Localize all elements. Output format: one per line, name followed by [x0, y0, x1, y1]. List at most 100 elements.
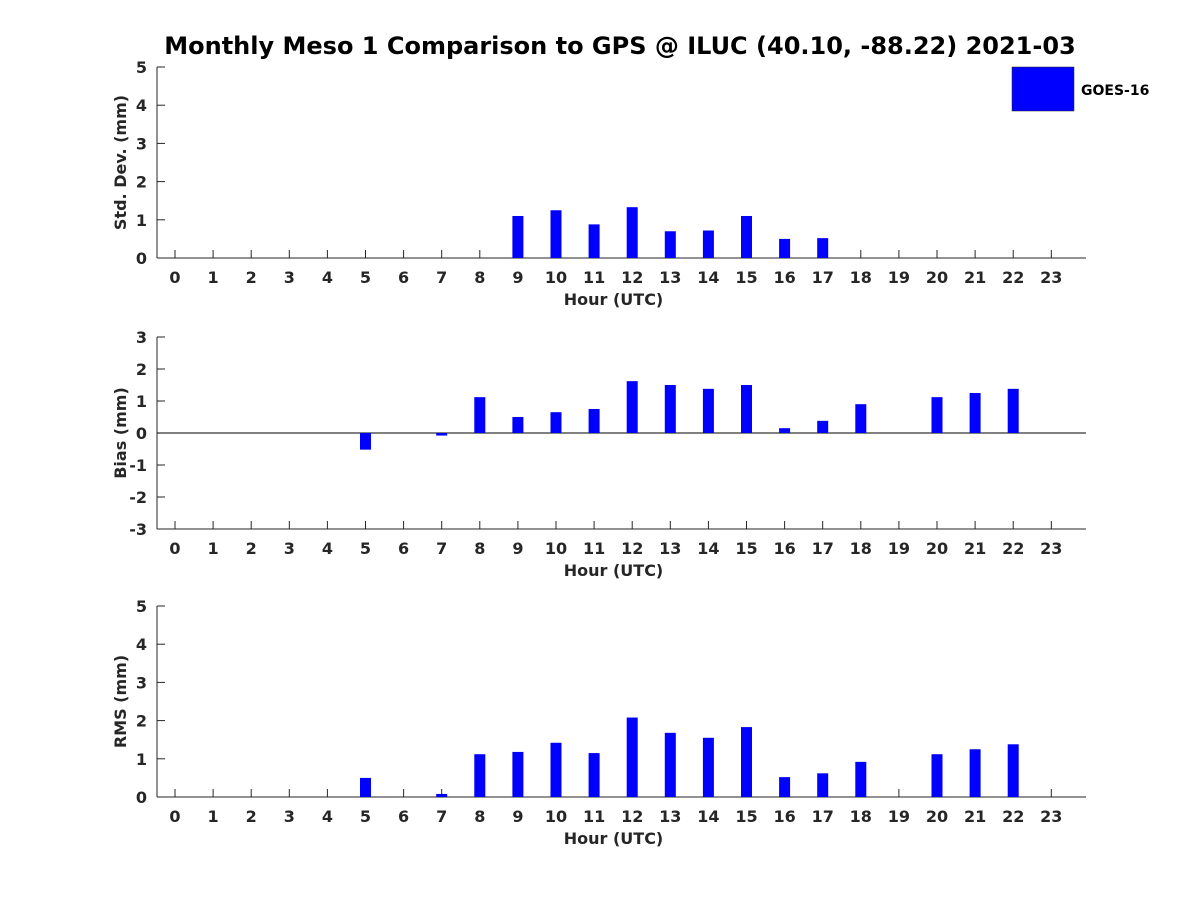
y-tick-label: 3 [136, 328, 147, 347]
x-tick-label: 23 [1040, 539, 1062, 558]
bar-hour-12 [626, 381, 638, 433]
y-tick-label: 0 [136, 788, 147, 807]
x-tick-label: 3 [284, 807, 295, 826]
y-tick-label: 5 [136, 597, 147, 616]
y-tick-label: 0 [136, 249, 147, 268]
x-tick-label: 6 [398, 807, 409, 826]
x-tick-label: 18 [850, 807, 872, 826]
x-tick-label: 1 [208, 268, 219, 287]
legend: GOES-16 [1011, 66, 1149, 112]
x-tick-label: 20 [926, 268, 948, 287]
bar-hour-14 [702, 230, 714, 258]
x-tick-label: 2 [246, 539, 257, 558]
x-tick-label: 3 [284, 268, 295, 287]
x-tick-label: 20 [926, 807, 948, 826]
x-tick-label: 17 [812, 268, 834, 287]
y-tick-label: 0 [136, 424, 147, 443]
x-tick-label: 23 [1040, 268, 1062, 287]
x-tick-label: 14 [697, 268, 719, 287]
x-tick-label: 8 [474, 539, 485, 558]
x-tick-label: 13 [659, 807, 681, 826]
x-tick-label: 8 [474, 807, 485, 826]
x-tick-label: 11 [583, 807, 605, 826]
x-tick-label: 8 [474, 268, 485, 287]
y-tick-label: 2 [136, 712, 147, 731]
bar-hour-11 [588, 753, 600, 797]
x-axis-label: Hour (UTC) [564, 829, 664, 848]
x-tick-label: 4 [322, 539, 333, 558]
bar-hour-22 [1007, 388, 1019, 433]
bar-hour-12 [626, 207, 638, 258]
x-tick-label: 21 [964, 807, 986, 826]
bar-hour-22 [1007, 744, 1019, 797]
x-tick-label: 7 [436, 268, 447, 287]
y-tick-label: 3 [136, 134, 147, 153]
bar-hour-18 [855, 404, 867, 433]
bar-hour-16 [779, 777, 791, 797]
bar-hour-21 [969, 749, 981, 797]
bar-hour-16 [779, 428, 791, 433]
bar-hour-9 [512, 417, 524, 433]
x-tick-label: 12 [621, 807, 643, 826]
x-tick-label: 15 [735, 268, 757, 287]
x-tick-label: 18 [850, 268, 872, 287]
bar-hour-17 [817, 420, 829, 433]
bar-hour-16 [779, 238, 791, 258]
x-tick-label: 21 [964, 539, 986, 558]
x-tick-label: 7 [436, 807, 447, 826]
legend-label: GOES-16 [1081, 83, 1149, 99]
y-tick-label: 5 [136, 58, 147, 77]
x-tick-label: 4 [322, 268, 333, 287]
bar-hour-17 [817, 238, 829, 258]
x-tick-label: 11 [583, 268, 605, 287]
x-tick-label: 4 [322, 807, 333, 826]
x-tick-label: 16 [773, 807, 795, 826]
bar-hour-14 [702, 388, 714, 433]
x-tick-label: 3 [284, 539, 295, 558]
y-tick-label: 3 [136, 673, 147, 692]
bar-hour-9 [512, 751, 524, 797]
bar-hour-9 [512, 215, 524, 258]
y-tick-label: 4 [136, 635, 147, 654]
x-tick-label: 23 [1040, 807, 1062, 826]
bar-hour-10 [550, 210, 562, 258]
x-tick-label: 1 [208, 539, 219, 558]
x-tick-label: 0 [169, 539, 180, 558]
x-tick-label: 17 [812, 539, 834, 558]
x-tick-label: 5 [360, 807, 371, 826]
x-tick-label: 9 [512, 807, 523, 826]
y-tick-label: 1 [136, 211, 147, 230]
x-tick-label: 19 [888, 539, 910, 558]
bar-hour-18 [855, 761, 867, 797]
x-tick-label: 22 [1002, 268, 1024, 287]
bar-hour-10 [550, 742, 562, 797]
y-axis-label: Bias (mm) [111, 387, 130, 479]
x-tick-label: 13 [659, 539, 681, 558]
x-tick-label: 9 [512, 539, 523, 558]
x-tick-label: 0 [169, 807, 180, 826]
x-tick-label: 12 [621, 268, 643, 287]
x-tick-label: 18 [850, 539, 872, 558]
bar-hour-21 [969, 393, 981, 433]
x-tick-label: 2 [246, 268, 257, 287]
bar-hour-20 [931, 754, 943, 797]
x-tick-label: 22 [1002, 539, 1024, 558]
y-tick-label: 1 [136, 750, 147, 769]
bar-hour-15 [741, 727, 752, 797]
bar-hour-11 [588, 409, 600, 433]
bar-hour-13 [664, 231, 676, 258]
bar-hour-7 [436, 793, 448, 797]
bar-hour-20 [931, 397, 943, 433]
y-tick-label: -3 [129, 520, 147, 539]
x-axis-label: Hour (UTC) [564, 561, 664, 580]
bar-hour-8 [474, 397, 486, 433]
bar-hour-15 [741, 215, 752, 258]
x-tick-label: 21 [964, 268, 986, 287]
bar-hour-14 [702, 737, 714, 797]
x-tick-label: 10 [545, 807, 567, 826]
y-tick-label: 2 [136, 173, 147, 192]
bar-hour-5 [360, 433, 371, 450]
x-tick-label: 11 [583, 539, 605, 558]
